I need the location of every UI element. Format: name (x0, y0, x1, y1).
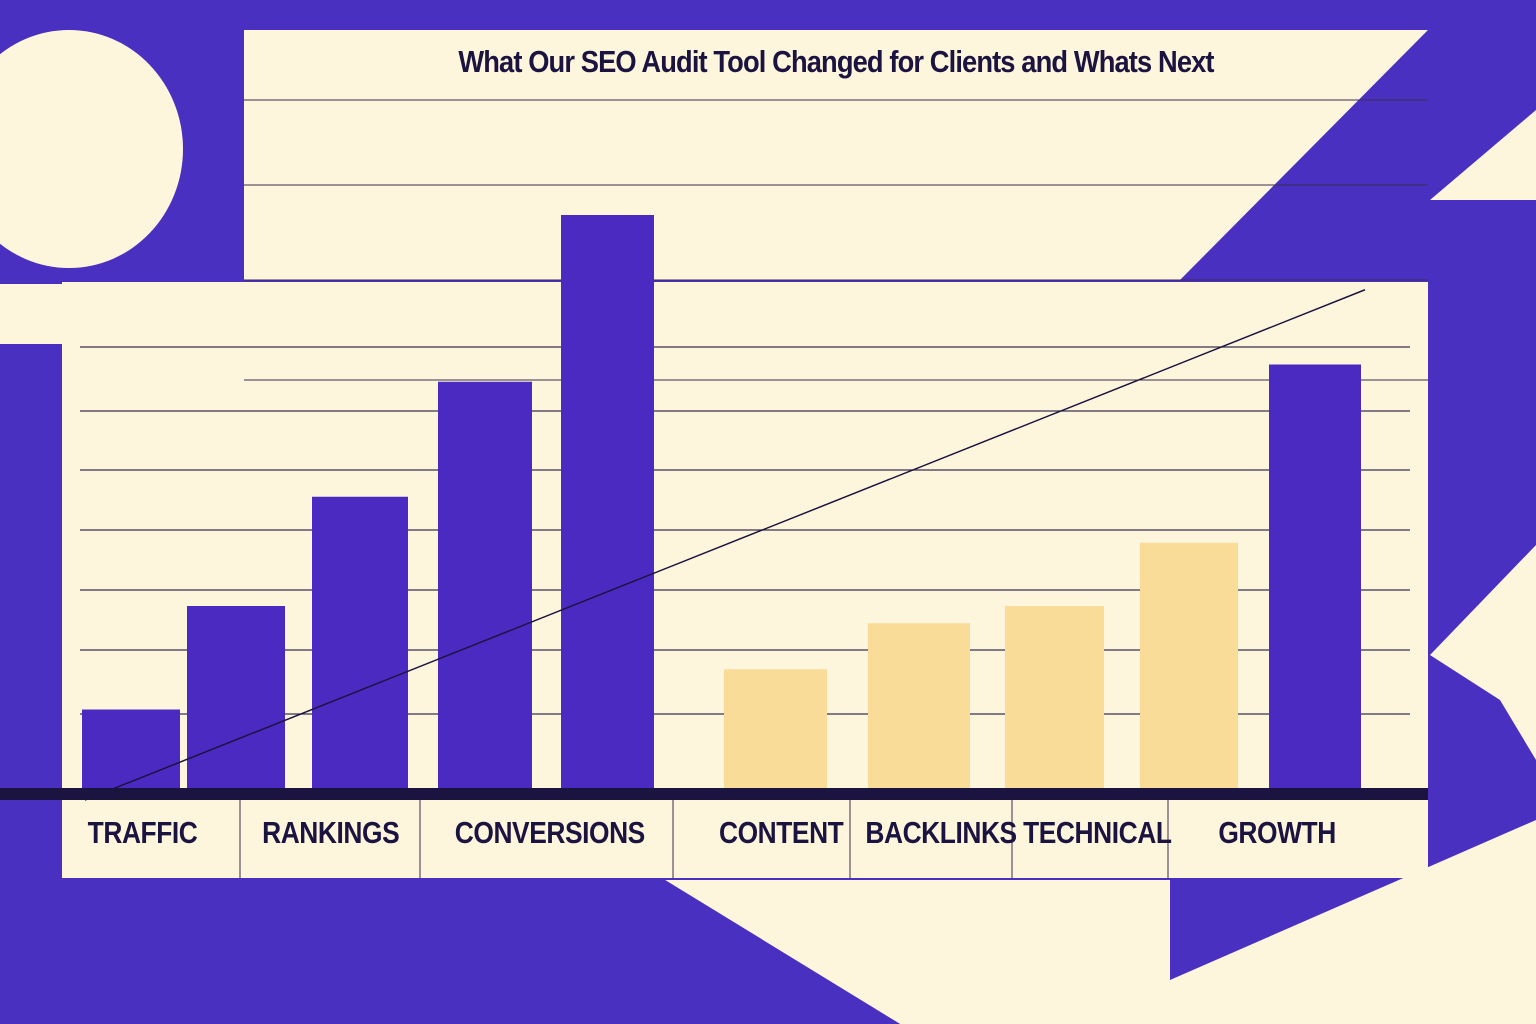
bar (82, 709, 180, 790)
x-tick-label: TECHNICAL (1023, 815, 1172, 850)
chart-title: What Our SEO Audit Tool Changed for Clie… (458, 44, 1214, 79)
bar (561, 215, 654, 790)
bar (724, 669, 827, 790)
x-axis-baseline (0, 788, 1428, 800)
bar (438, 381, 532, 790)
decor-strip (0, 284, 62, 344)
bar (1140, 542, 1238, 790)
x-tick-label: CONVERSIONS (454, 815, 645, 850)
x-tick-label: BACKLINKS (865, 815, 1017, 850)
bar (1269, 364, 1361, 790)
x-tick-label: CONTENT (718, 815, 844, 850)
bar (312, 496, 408, 790)
x-tick-label: TRAFFIC (87, 815, 198, 850)
x-tick-label: RANKINGS (262, 815, 400, 850)
trend-line (84, 289, 1366, 801)
bar (187, 606, 285, 790)
decor-circle (0, 30, 183, 268)
bar (1005, 606, 1104, 790)
bar (868, 623, 970, 790)
x-tick-label: GROWTH (1218, 815, 1336, 850)
